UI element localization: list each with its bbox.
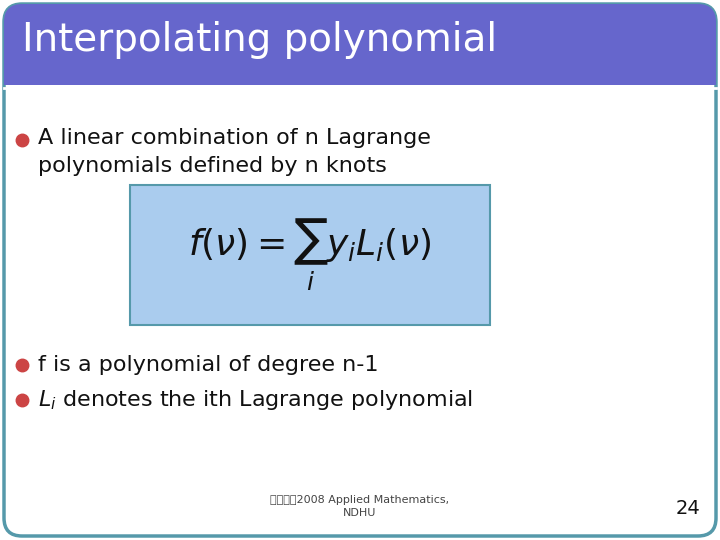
FancyBboxPatch shape: [4, 4, 716, 85]
Text: $f(\nu) = \sum_i y_i L_i(\nu)$: $f(\nu) = \sum_i y_i L_i(\nu)$: [189, 217, 431, 293]
FancyBboxPatch shape: [130, 185, 490, 325]
Text: A linear combination of n Lagrange
polynomials defined by n knots: A linear combination of n Lagrange polyn…: [38, 128, 431, 176]
Bar: [4, 67, 716, 85]
Text: f is a polynomial of degree n-1: f is a polynomial of degree n-1: [38, 355, 379, 375]
Text: Interpolating polynomial: Interpolating polynomial: [22, 21, 497, 59]
Text: 数値方法2008 Applied Mathematics,
NDHU: 数値方法2008 Applied Mathematics, NDHU: [271, 495, 449, 518]
FancyBboxPatch shape: [4, 4, 716, 536]
Text: $L_i$ denotes the ith Lagrange polynomial: $L_i$ denotes the ith Lagrange polynomia…: [38, 388, 473, 412]
Text: 24: 24: [675, 499, 700, 518]
